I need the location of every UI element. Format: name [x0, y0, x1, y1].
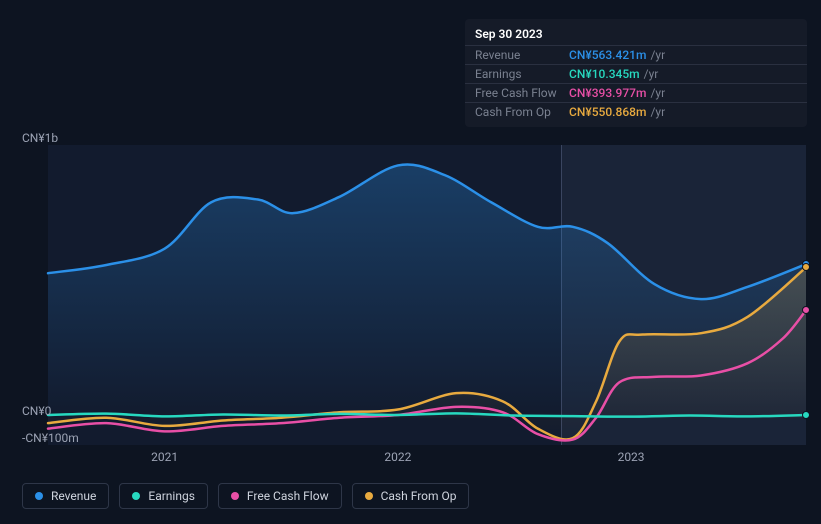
legend-item-cashfromop[interactable]: Cash From Op — [352, 483, 470, 509]
tooltip-row: RevenueCN¥563.421m/yr — [465, 45, 807, 64]
chart-svg — [48, 145, 806, 445]
chart-tooltip: Sep 30 2023 RevenueCN¥563.421m/yrEarning… — [465, 19, 807, 127]
legend-label: Earnings — [148, 489, 195, 503]
y-axis-label: CN¥0 — [22, 404, 51, 418]
legend-label: Cash From Op — [381, 489, 457, 503]
tooltip-value: CN¥393.977m — [569, 86, 646, 100]
y-axis-label: -CN¥100m — [22, 431, 79, 445]
x-axis: 2021 2022 2023 — [48, 450, 806, 470]
y-axis-label: CN¥1b — [22, 131, 58, 145]
legend-swatch — [132, 492, 140, 500]
tooltip-unit: /yr — [650, 48, 665, 62]
tooltip-value: CN¥550.868m — [569, 105, 646, 119]
series-end-dot-freecashflow — [802, 306, 810, 314]
legend-swatch — [365, 492, 373, 500]
tooltip-label: Free Cash Flow — [475, 86, 569, 100]
tooltip-label: Earnings — [475, 67, 569, 81]
tooltip-date: Sep 30 2023 — [465, 25, 807, 45]
chart-area[interactable] — [48, 145, 806, 445]
tooltip-unit: /yr — [644, 67, 659, 81]
tooltip-unit: /yr — [650, 105, 665, 119]
legend-item-freecashflow[interactable]: Free Cash Flow — [218, 483, 342, 509]
tooltip-label: Cash From Op — [475, 105, 569, 119]
legend-swatch — [231, 492, 239, 500]
legend-label: Free Cash Flow — [247, 489, 329, 503]
legend: Revenue Earnings Free Cash Flow Cash From O… — [22, 483, 469, 509]
tooltip-value: CN¥10.345m — [569, 67, 640, 81]
x-axis-label: 2023 — [618, 450, 645, 464]
x-axis-label: 2021 — [151, 450, 178, 464]
tooltip-row: Free Cash FlowCN¥393.977m/yr — [465, 83, 807, 102]
tooltip-value: CN¥563.421m — [569, 48, 646, 62]
legend-item-revenue[interactable]: Revenue — [22, 483, 109, 509]
tooltip-label: Revenue — [475, 48, 569, 62]
x-axis-label: 2022 — [384, 450, 411, 464]
legend-label: Revenue — [51, 489, 96, 503]
legend-swatch — [35, 492, 43, 500]
series-end-dot-earnings — [802, 411, 810, 419]
tooltip-row: Cash From OpCN¥550.868m/yr — [465, 102, 807, 121]
tooltip-row: EarningsCN¥10.345m/yr — [465, 64, 807, 83]
tooltip-unit: /yr — [650, 86, 665, 100]
legend-item-earnings[interactable]: Earnings — [119, 483, 208, 509]
series-end-dot-cashfromop — [802, 263, 810, 271]
